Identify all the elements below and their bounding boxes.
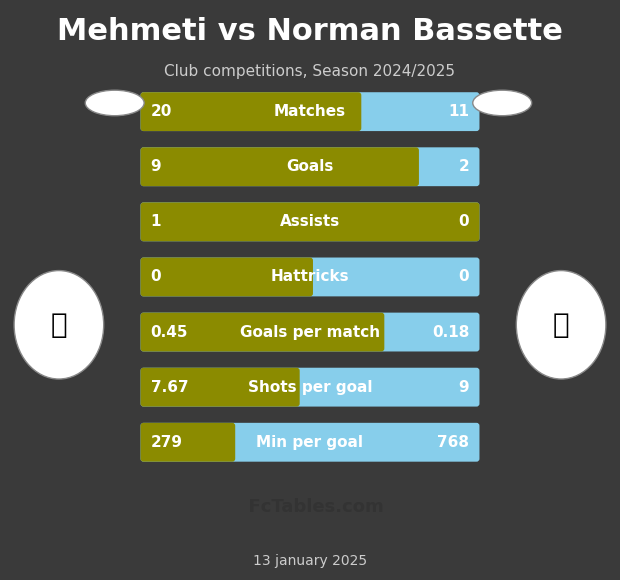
- Text: 279: 279: [151, 435, 183, 450]
- Text: Shots per goal: Shots per goal: [248, 380, 372, 394]
- Text: Matches: Matches: [274, 104, 346, 119]
- Text: Mehmeti vs Norman Bassette: Mehmeti vs Norman Bassette: [57, 17, 563, 46]
- FancyBboxPatch shape: [141, 313, 479, 351]
- Text: 2: 2: [459, 160, 469, 174]
- FancyBboxPatch shape: [141, 202, 479, 241]
- FancyBboxPatch shape: [141, 92, 361, 131]
- Text: 9: 9: [151, 160, 161, 174]
- Text: ⚽: ⚽: [553, 311, 569, 339]
- Text: 0: 0: [459, 270, 469, 284]
- Text: 0.45: 0.45: [151, 325, 188, 339]
- FancyBboxPatch shape: [141, 92, 479, 131]
- FancyBboxPatch shape: [141, 258, 479, 296]
- FancyBboxPatch shape: [141, 202, 479, 241]
- Text: 11: 11: [448, 104, 469, 119]
- Text: Assists: Assists: [280, 215, 340, 229]
- FancyBboxPatch shape: [141, 423, 479, 462]
- Ellipse shape: [516, 270, 606, 379]
- Text: Goals per match: Goals per match: [240, 325, 380, 339]
- Text: Hattricks: Hattricks: [271, 270, 349, 284]
- Text: 0: 0: [151, 270, 161, 284]
- FancyBboxPatch shape: [141, 147, 419, 186]
- Text: 13 january 2025: 13 january 2025: [253, 554, 367, 568]
- Text: ⚽: ⚽: [51, 311, 67, 339]
- Text: 9: 9: [459, 380, 469, 394]
- FancyBboxPatch shape: [141, 147, 479, 186]
- FancyBboxPatch shape: [141, 258, 313, 296]
- Text: 20: 20: [151, 104, 172, 119]
- FancyBboxPatch shape: [141, 313, 384, 351]
- Text: 0.18: 0.18: [432, 325, 469, 339]
- Text: 0: 0: [459, 215, 469, 229]
- Text: FcTables.com: FcTables.com: [236, 498, 384, 517]
- Text: Goals: Goals: [286, 160, 334, 174]
- Ellipse shape: [472, 90, 532, 115]
- Text: 1: 1: [151, 215, 161, 229]
- Text: 7.67: 7.67: [151, 380, 188, 394]
- FancyBboxPatch shape: [141, 423, 235, 462]
- FancyBboxPatch shape: [141, 368, 299, 407]
- Ellipse shape: [86, 90, 144, 115]
- Text: Min per goal: Min per goal: [257, 435, 363, 450]
- Text: 768: 768: [437, 435, 469, 450]
- Ellipse shape: [14, 270, 104, 379]
- FancyBboxPatch shape: [141, 368, 479, 407]
- Text: Club competitions, Season 2024/2025: Club competitions, Season 2024/2025: [164, 64, 456, 79]
